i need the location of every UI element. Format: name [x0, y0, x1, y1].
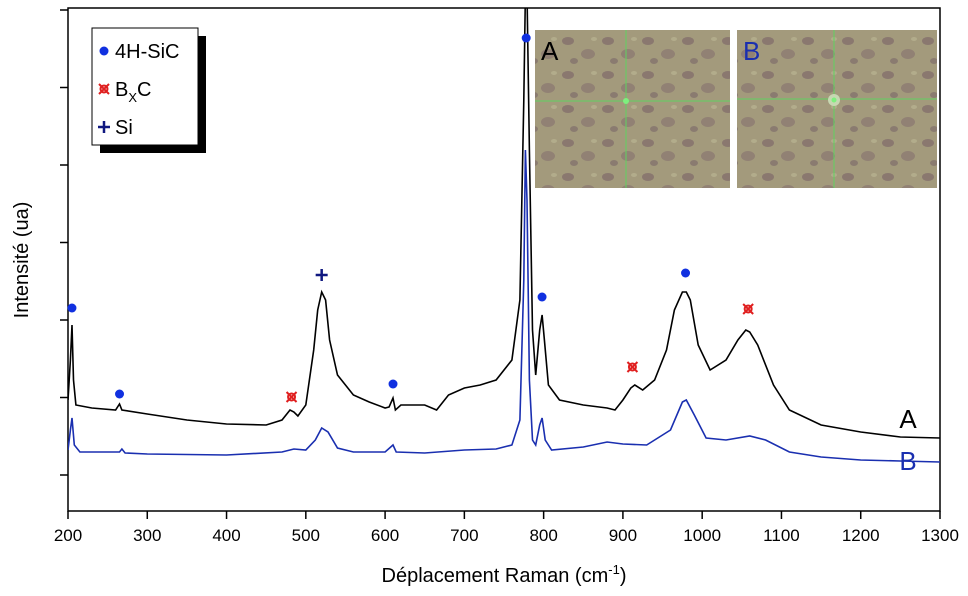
inset-image: [535, 30, 730, 188]
x-axis-title-part: ): [620, 565, 627, 587]
plot-frame: [67, 7, 941, 512]
spectrum-line: [68, 8, 940, 439]
x-tick-label: 400: [212, 526, 240, 545]
x-axis-title: Déplacement Raman (cm-1): [382, 562, 627, 587]
marker-dot: [115, 389, 125, 399]
x-tick-label: 700: [450, 526, 478, 545]
inset-image: [737, 30, 937, 188]
marker-dot: [681, 268, 691, 278]
marker-dot: [99, 46, 109, 56]
legend-label-part: C: [137, 79, 151, 101]
x-axis-title-part: Déplacement Raman (cm: [382, 565, 609, 587]
spectrum-line: [68, 149, 940, 463]
x-tick-label: 1300: [921, 526, 959, 545]
curve-label: A: [899, 404, 917, 434]
y-axis-title: Intensité (ua): [11, 202, 33, 319]
x-tick-label: 300: [133, 526, 161, 545]
spot: [623, 98, 629, 104]
marker-plus: [98, 121, 110, 133]
legend-label: BXC: [115, 79, 151, 105]
inset-label: B: [743, 36, 760, 66]
x-tick-label: 800: [529, 526, 557, 545]
x-tick-label: 900: [609, 526, 637, 545]
x-tick-label: 500: [292, 526, 320, 545]
legend-label-part: Si: [115, 117, 133, 139]
legend-label-part: X: [128, 90, 137, 105]
legend-label: Si: [115, 117, 133, 139]
marker-quad: [626, 361, 639, 373]
insets: A B: [535, 30, 937, 188]
legend-label-part: B: [115, 79, 128, 101]
x-axis-title-sup: -1: [608, 562, 620, 577]
spot: [831, 97, 837, 103]
x-tick-label: 1000: [683, 526, 721, 545]
marker-dot: [521, 33, 531, 43]
marker-quad: [285, 391, 298, 403]
x-tick-label: 1100: [763, 526, 800, 545]
x-tick-label: 200: [54, 526, 82, 545]
inset-label: A: [541, 36, 559, 66]
marker-quad: [98, 83, 110, 95]
marker-dot: [67, 303, 77, 313]
legend-label-part: 4H-SiC: [115, 41, 179, 63]
marker-quad: [742, 303, 754, 315]
legend-label: 4H-SiC: [115, 41, 179, 63]
curve-label: B: [899, 446, 916, 476]
marker-dot: [537, 292, 547, 302]
x-tick-label: 600: [371, 526, 399, 545]
plot-area: [68, 8, 940, 463]
x-tick-label: 1200: [842, 526, 880, 545]
marker-dot: [388, 379, 398, 389]
marker-plus: [315, 269, 328, 281]
legend-box: [91, 27, 199, 146]
